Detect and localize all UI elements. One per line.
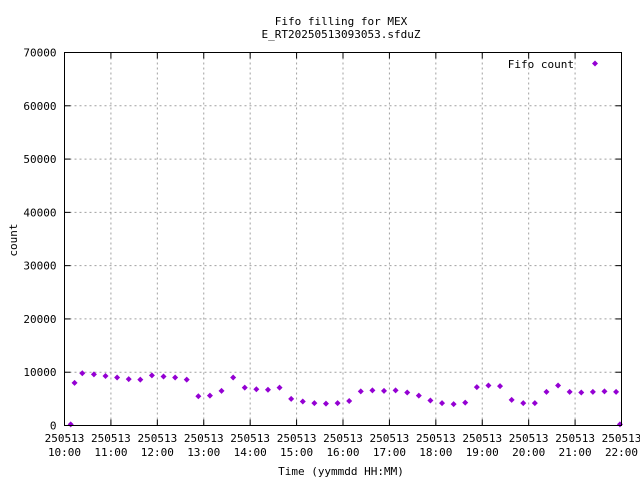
x-axis-ticks: 25051310:0025051311:0025051312:002505131… bbox=[45, 52, 640, 459]
y-tick-label: 20000 bbox=[23, 313, 56, 326]
data-point bbox=[160, 373, 167, 380]
x-tick-date: 250513 bbox=[91, 432, 131, 445]
data-point bbox=[183, 376, 190, 383]
x-tick-time: 14:00 bbox=[234, 446, 267, 459]
data-point bbox=[264, 386, 271, 393]
x-tick-date: 250513 bbox=[416, 432, 456, 445]
data-point bbox=[79, 370, 86, 377]
data-point bbox=[485, 382, 492, 389]
data-point bbox=[555, 382, 562, 389]
x-tick-time: 19:00 bbox=[466, 446, 499, 459]
chart-title: Fifo filling for MEX bbox=[275, 15, 408, 28]
x-tick-date: 250513 bbox=[555, 432, 595, 445]
x-tick-time: 21:00 bbox=[559, 446, 592, 459]
data-point bbox=[369, 387, 376, 394]
data-point bbox=[206, 392, 213, 399]
data-point bbox=[114, 374, 121, 381]
data-point bbox=[299, 398, 306, 405]
data-point bbox=[288, 395, 295, 402]
y-tick-label: 60000 bbox=[23, 100, 56, 113]
data-point bbox=[276, 384, 283, 391]
grid-lines bbox=[64, 52, 622, 426]
x-tick-time: 12:00 bbox=[141, 446, 174, 459]
x-axis-label: Time (yymmdd HH:MM) bbox=[278, 465, 404, 478]
data-point bbox=[616, 421, 623, 428]
x-tick-time: 22:00 bbox=[605, 446, 638, 459]
data-point bbox=[346, 397, 353, 404]
data-point bbox=[415, 392, 422, 399]
x-tick-time: 15:00 bbox=[280, 446, 313, 459]
y-tick-label: 30000 bbox=[23, 260, 56, 273]
x-tick-date: 250513 bbox=[184, 432, 224, 445]
data-point bbox=[137, 376, 144, 383]
data-point bbox=[613, 388, 620, 395]
x-tick-date: 250513 bbox=[370, 432, 410, 445]
x-tick-time: 17:00 bbox=[373, 446, 406, 459]
x-tick-date: 250513 bbox=[45, 432, 85, 445]
chart-subtitle: E_RT20250513093053.sfduZ bbox=[262, 28, 421, 41]
data-point bbox=[508, 396, 515, 403]
data-point bbox=[520, 400, 527, 407]
data-point bbox=[497, 383, 504, 390]
y-axis-label: count bbox=[7, 223, 20, 256]
data-point bbox=[172, 374, 179, 381]
y-tick-label: 50000 bbox=[23, 153, 56, 166]
x-tick-date: 250513 bbox=[602, 432, 640, 445]
data-point bbox=[589, 388, 596, 395]
data-point bbox=[578, 389, 585, 396]
data-point bbox=[381, 387, 388, 394]
data-point bbox=[311, 400, 318, 407]
y-tick-label: 0 bbox=[50, 420, 57, 433]
data-point bbox=[601, 388, 608, 395]
data-point bbox=[566, 388, 573, 395]
data-point bbox=[125, 376, 132, 383]
data-point bbox=[357, 388, 364, 395]
data-point bbox=[462, 399, 469, 406]
data-point bbox=[439, 400, 446, 407]
x-tick-time: 11:00 bbox=[94, 446, 127, 459]
x-tick-time: 18:00 bbox=[419, 446, 452, 459]
data-point bbox=[531, 400, 538, 407]
data-point bbox=[102, 372, 109, 379]
x-tick-time: 13:00 bbox=[187, 446, 220, 459]
data-point bbox=[67, 421, 74, 428]
y-tick-label: 70000 bbox=[23, 47, 56, 60]
x-tick-date: 250513 bbox=[462, 432, 502, 445]
legend: Fifo count bbox=[508, 58, 598, 71]
x-tick-date: 250513 bbox=[323, 432, 363, 445]
data-point bbox=[427, 397, 434, 404]
plot-frame bbox=[64, 52, 622, 426]
data-point bbox=[241, 384, 248, 391]
data-points bbox=[67, 370, 623, 428]
x-tick-date: 250513 bbox=[137, 432, 177, 445]
data-point bbox=[195, 393, 202, 400]
legend-label: Fifo count bbox=[508, 58, 574, 71]
x-tick-time: 20:00 bbox=[512, 446, 545, 459]
data-point bbox=[218, 387, 225, 394]
legend-marker bbox=[592, 60, 598, 67]
x-tick-time: 10:00 bbox=[48, 446, 81, 459]
x-tick-date: 250513 bbox=[277, 432, 317, 445]
data-point bbox=[543, 388, 550, 395]
x-tick-time: 16:00 bbox=[326, 446, 359, 459]
data-point bbox=[253, 386, 260, 393]
data-point bbox=[148, 372, 155, 379]
data-point bbox=[392, 387, 399, 394]
y-tick-label: 40000 bbox=[23, 206, 56, 219]
data-point bbox=[230, 374, 237, 381]
y-axis-ticks: 0 10000 20000 30000 40000 50000 60000 70000 bbox=[23, 47, 622, 433]
data-point bbox=[71, 379, 78, 386]
x-tick-date: 250513 bbox=[230, 432, 270, 445]
x-tick-date: 250513 bbox=[509, 432, 549, 445]
data-point bbox=[322, 400, 329, 407]
data-point bbox=[334, 400, 341, 407]
y-tick-label: 10000 bbox=[23, 366, 56, 379]
data-point bbox=[404, 389, 411, 396]
data-point bbox=[473, 384, 480, 391]
data-point bbox=[450, 401, 457, 408]
data-point bbox=[90, 371, 97, 378]
